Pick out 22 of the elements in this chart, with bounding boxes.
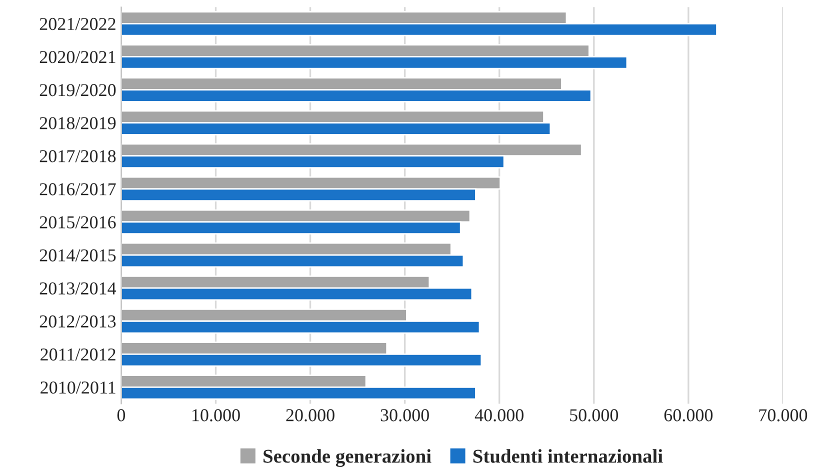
y-tick-label: 2014/2015	[40, 249, 116, 262]
y-tick-label: 2018/2019	[40, 117, 116, 130]
x-tick-label: 0	[117, 409, 126, 422]
y-tick-label: 2013/2014	[40, 282, 116, 295]
legend-label: Studenti internazionali	[473, 449, 663, 463]
y-tick-label: 2015/2016	[40, 216, 116, 228]
legend-label: Seconde generazioni	[264, 449, 432, 467]
x-tick-label: 60.000	[664, 409, 713, 422]
x-tick-label: 20.000	[286, 409, 334, 422]
x-tick-label: 70.000	[759, 409, 808, 422]
y-tick-label: 2016/2017	[40, 183, 116, 196]
y-tick-label: 2012/2013	[40, 315, 116, 328]
x-tick-label: 40.000	[474, 409, 524, 422]
y-tick-label: 2021/2022	[40, 18, 116, 30]
x-tick-label: 50.000	[570, 409, 618, 422]
y-tick-label: 2011/2012	[40, 348, 116, 361]
y-tick-label: 2017/2018	[40, 150, 116, 162]
x-tick-label: 30.000	[380, 409, 429, 422]
y-tick-label: 2020/2021	[40, 50, 116, 64]
y-tick-label: 2019/2020	[40, 84, 116, 96]
x-tick-label: 10.000	[192, 409, 240, 422]
y-tick-label: 2010/2011	[40, 381, 116, 394]
